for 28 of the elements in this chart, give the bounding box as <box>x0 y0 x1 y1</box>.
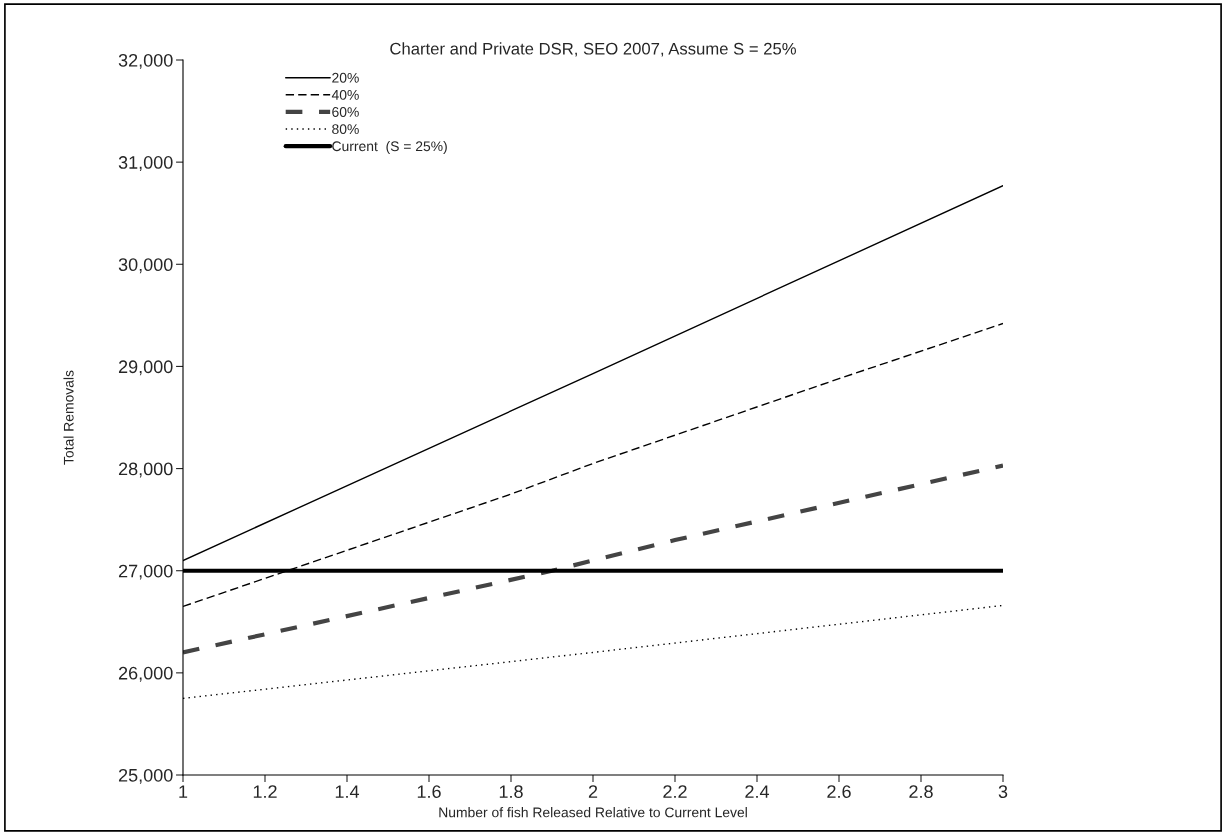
y-tick-label: 28,000 <box>118 462 173 478</box>
x-tick-label: 2.6 <box>827 785 851 798</box>
y-axis-title: Total Removals <box>63 370 74 465</box>
x-tick-label: 3 <box>998 785 1008 798</box>
y-tick-label: 32,000 <box>118 53 173 69</box>
x-tick-label: 1.6 <box>417 785 441 798</box>
legend-label: 80% <box>332 124 359 135</box>
y-tick-label: 26,000 <box>118 666 173 682</box>
legend-label: Current (S = 25%) <box>332 140 447 154</box>
x-tick-label: 1.8 <box>499 785 523 798</box>
y-tick-label: 31,000 <box>118 156 173 171</box>
x-tick-label: 2 <box>588 785 598 798</box>
chart-title: Charter and Private DSR, SEO 2007, Assume S = 25% <box>390 42 796 57</box>
x-tick-label: 2.8 <box>909 785 933 798</box>
y-tick-label: 25,000 <box>118 768 173 784</box>
x-tick-label: 1.2 <box>253 785 277 798</box>
x-tick-label: 1 <box>179 785 188 798</box>
x-tick-label: 1.4 <box>335 785 360 798</box>
legend-label: 20% <box>332 72 359 83</box>
x-tick-label: 2.2 <box>663 785 687 798</box>
x-axis-title: Number of fish Released Relative to Current Level <box>439 807 747 818</box>
y-tick-label: 27,000 <box>118 564 173 580</box>
y-tick-label: 29,000 <box>118 360 173 376</box>
x-tick-label: 2.4 <box>745 785 770 798</box>
y-tick-label: 30,000 <box>118 258 173 274</box>
legend-label: 60% <box>332 107 359 117</box>
line-series <box>183 463 1003 655</box>
legend-label: 40% <box>331 89 359 100</box>
